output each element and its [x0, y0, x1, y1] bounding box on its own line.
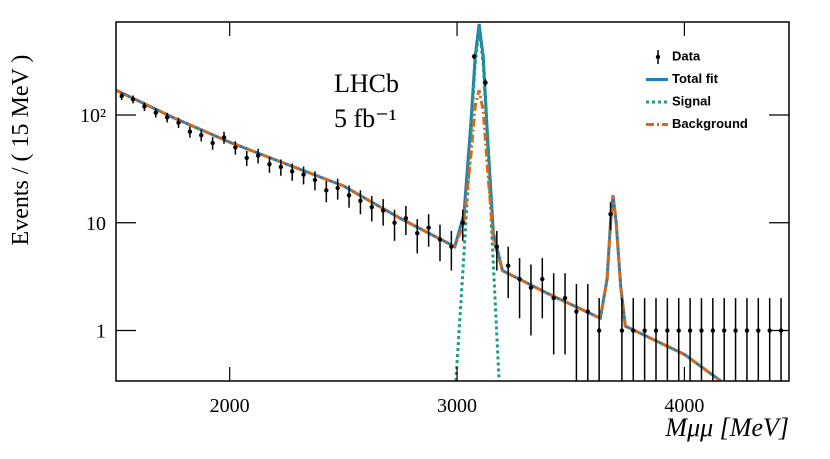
data-point — [574, 309, 579, 314]
annotation: 5 fb⁻¹ — [334, 104, 397, 133]
y-tick-label: 10² — [80, 105, 106, 127]
x-tick-label: 3000 — [437, 395, 477, 417]
data-point — [608, 212, 613, 217]
data-point — [585, 309, 590, 314]
y-tick-label: 1 — [96, 321, 106, 343]
plot-area — [116, 23, 784, 381]
data-point — [176, 120, 181, 125]
data-point — [483, 80, 488, 85]
data-point — [631, 328, 636, 333]
data-point — [642, 328, 647, 333]
data-point — [540, 276, 545, 282]
data-point — [744, 328, 750, 333]
legend-label: Data — [672, 48, 701, 63]
legend-label: Background — [672, 116, 748, 131]
data-point — [528, 285, 534, 290]
data-point — [506, 263, 511, 268]
fit-line — [116, 88, 722, 381]
data-point — [335, 185, 340, 191]
data-point — [710, 328, 716, 333]
plot-frame — [115, 21, 790, 382]
annotation: LHCb — [334, 69, 399, 98]
data-point — [619, 328, 625, 333]
legend-label: Total fit — [672, 71, 719, 86]
data-point — [653, 328, 659, 333]
data-point — [392, 220, 397, 225]
x-tick-label: 4000 — [664, 395, 704, 417]
data-point — [119, 93, 124, 99]
data-point — [426, 225, 431, 230]
legend-marker — [655, 54, 661, 60]
data-point — [369, 204, 374, 210]
y-axis-label: Events / ( 15 MeV ) — [8, 55, 34, 246]
x-axis-label: Mμμ [MeV] — [664, 413, 789, 442]
fit-line — [454, 27, 501, 381]
data-point — [290, 169, 295, 174]
data-point — [699, 328, 704, 333]
data-point — [324, 188, 329, 193]
data-point — [517, 276, 522, 282]
data-point — [301, 172, 306, 177]
data-point — [153, 110, 158, 115]
data-point — [596, 328, 602, 333]
data-point — [415, 231, 420, 236]
data-point — [130, 97, 136, 102]
data-point — [676, 328, 681, 333]
data-point — [210, 140, 215, 146]
data-point — [471, 54, 477, 59]
data-point — [437, 237, 443, 242]
data-point — [221, 135, 227, 140]
data-point — [687, 328, 693, 333]
data-point — [494, 244, 500, 249]
data-point — [665, 328, 670, 333]
data-point — [733, 328, 738, 333]
data-point — [278, 164, 284, 170]
data-point — [255, 153, 261, 158]
data-point — [233, 145, 238, 150]
data-point — [460, 220, 465, 225]
data-point — [346, 193, 352, 198]
data-point — [551, 295, 556, 301]
data-point — [358, 198, 363, 203]
data-point — [312, 177, 318, 183]
data-point — [449, 244, 454, 249]
y-tick-label: 10 — [86, 213, 106, 235]
legend-label: Signal — [672, 93, 711, 108]
data-point — [267, 161, 272, 167]
data-point — [756, 328, 761, 333]
x-tick-label: 2000 — [210, 395, 250, 417]
data-point — [164, 115, 170, 120]
data-point — [562, 295, 568, 301]
data-point — [403, 216, 409, 221]
data-point — [722, 328, 727, 333]
data-point — [187, 129, 193, 134]
data-point — [199, 132, 204, 138]
data-point — [380, 208, 386, 213]
data-point — [244, 155, 249, 161]
data-point — [142, 104, 147, 109]
